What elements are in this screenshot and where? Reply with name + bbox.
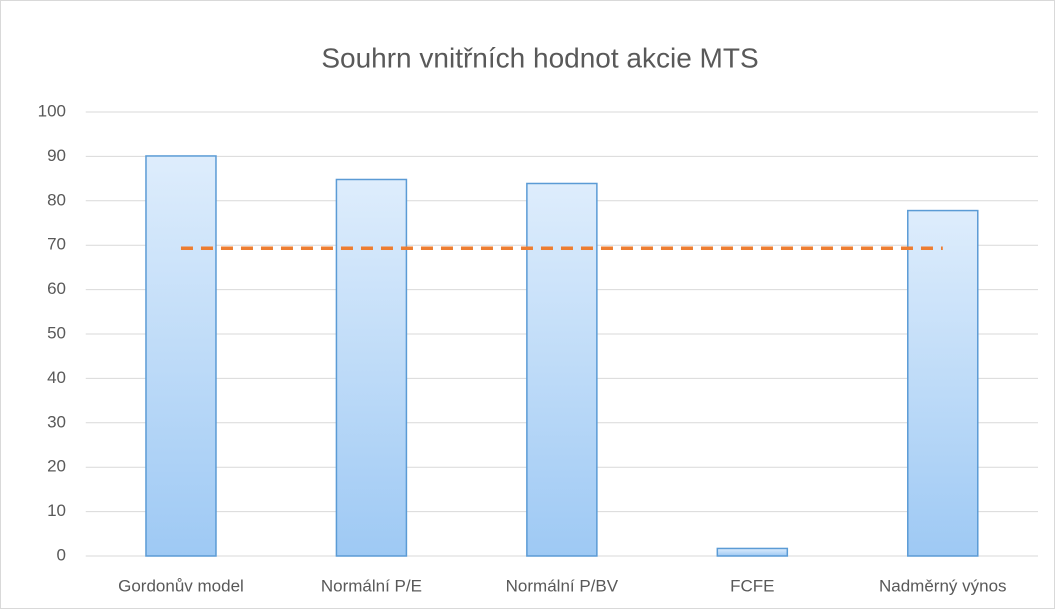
bar [716,547,789,557]
x-tick-label: Gordonův model [118,576,244,595]
chart-title: Souhrn vnitřních hodnot akcie MTS [321,42,758,73]
x-tick-label: Normální P/BV [506,576,619,595]
y-tick-label: 80 [47,190,66,209]
bar [145,155,217,557]
y-tick-label: 30 [47,412,66,431]
x-tick-label: FCFE [730,576,774,595]
bar [907,209,979,557]
bar [335,178,408,557]
y-tick-label: 100 [38,101,66,120]
y-tick-label: 10 [47,501,66,520]
y-tick-label: 70 [47,235,66,254]
y-tick-label: 60 [47,279,66,298]
y-tick-label: 40 [47,368,66,387]
x-tick-label: Nadměrný výnos [879,576,1007,595]
y-tick-label: 90 [47,146,66,165]
x-tick-label: Normální P/E [321,576,422,595]
y-tick-label: 20 [47,457,66,476]
y-tick-label: 0 [57,545,66,564]
y-tick-label: 50 [47,323,66,342]
bar [526,182,598,557]
